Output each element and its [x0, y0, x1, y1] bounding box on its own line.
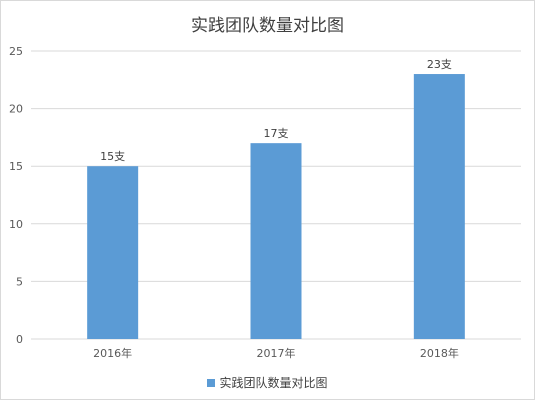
y-tick-label: 5: [16, 275, 23, 288]
y-tick-label: 0: [16, 333, 23, 346]
data-label: 23支: [427, 58, 452, 71]
x-tick-label: 2017年: [257, 346, 296, 360]
y-tick-label: 10: [9, 218, 23, 231]
y-tick-label: 15: [9, 160, 23, 173]
legend-label: 实践团队数量对比图: [219, 376, 328, 390]
data-label: 17支: [264, 127, 289, 140]
legend: 实践团队数量对比图: [1, 374, 534, 391]
y-tick-label: 25: [9, 45, 23, 58]
chart-title: 实践团队数量对比图: [191, 16, 344, 36]
bar: [87, 166, 139, 339]
legend-swatch: [207, 378, 216, 387]
bar: [413, 74, 465, 339]
data-label: 15支: [100, 150, 125, 163]
y-tick-label: 20: [9, 103, 23, 116]
x-tick-label: 2018年: [420, 346, 459, 360]
bar: [250, 143, 302, 339]
x-tick-label: 2016年: [93, 346, 132, 360]
